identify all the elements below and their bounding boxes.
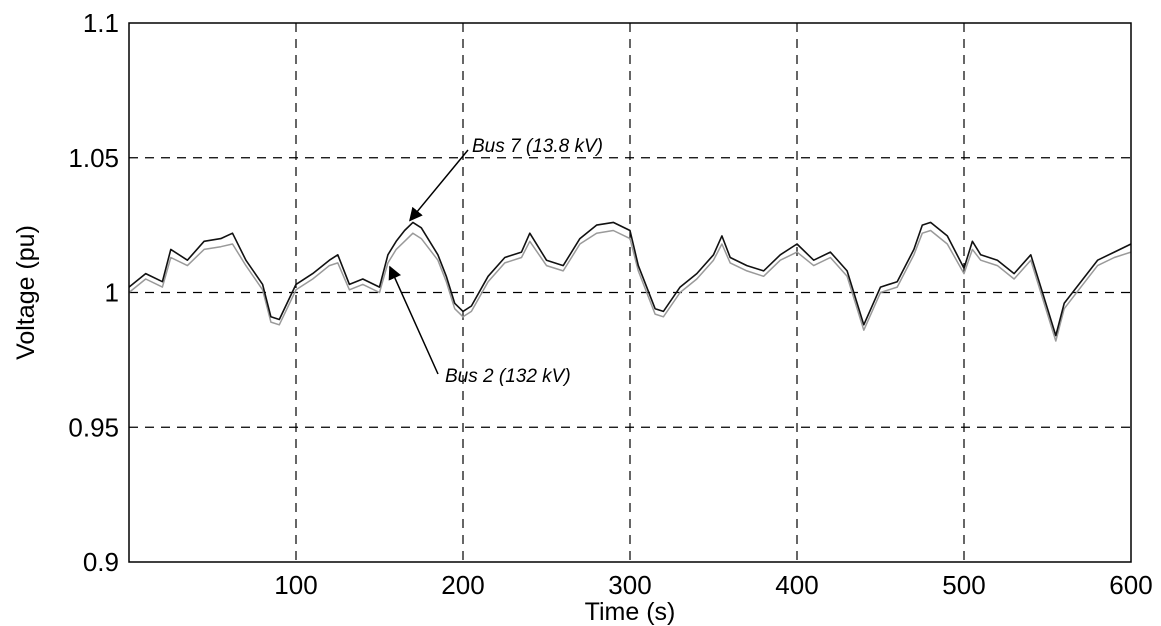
y-axis-label: Voltage (pu): [12, 225, 40, 360]
x-tick-label: 400: [775, 570, 818, 600]
annotation-label-bus7: Bus 7 (13.8 kV): [472, 136, 603, 157]
annotation-arrow-bus2: [388, 265, 439, 375]
x-tick-label: 100: [274, 570, 317, 600]
grid: [129, 23, 1131, 562]
x-tick-label: 500: [942, 570, 985, 600]
x-axis-label: Time (s): [585, 598, 676, 626]
y-tick-label: 0.95: [68, 412, 119, 442]
series-line-bus7: [128, 221, 1132, 337]
y-tick-label: 1.05: [68, 143, 119, 173]
annotation-label-bus2: Bus 2 (132 kV): [445, 366, 571, 387]
x-tick-label: 600: [1109, 570, 1152, 600]
annotations: Bus 7 (13.8 kV) Bus 2 (132 kV): [388, 136, 603, 387]
series-line-bus2: [128, 229, 1132, 342]
y-tick-label: 1: [105, 278, 119, 308]
x-tick-label: 200: [441, 570, 484, 600]
tick-labels: 100 200 300 400 500 600 0.9 0.95 1 1.05 1.1: [68, 8, 1152, 600]
y-tick-label: 0.9: [83, 547, 119, 577]
annotation-arrow-bus7: [409, 149, 469, 222]
y-tick-label: 1.1: [83, 8, 119, 38]
plot-frame: [128, 22, 1132, 563]
x-tick-label: 300: [608, 570, 651, 600]
series-group: [128, 221, 1132, 342]
